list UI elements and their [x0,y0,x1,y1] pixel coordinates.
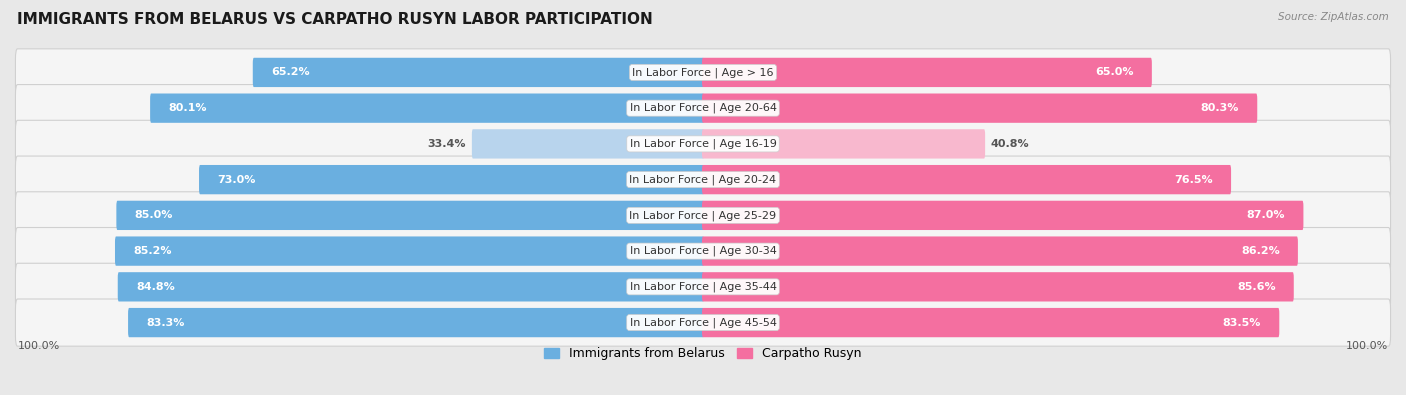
Text: IMMIGRANTS FROM BELARUS VS CARPATHO RUSYN LABOR PARTICIPATION: IMMIGRANTS FROM BELARUS VS CARPATHO RUSY… [17,12,652,27]
Text: 65.0%: 65.0% [1095,68,1133,77]
FancyBboxPatch shape [702,165,1232,194]
Text: 76.5%: 76.5% [1174,175,1213,184]
FancyBboxPatch shape [472,129,704,158]
FancyBboxPatch shape [117,201,704,230]
Text: In Labor Force | Age 25-29: In Labor Force | Age 25-29 [630,210,776,221]
FancyBboxPatch shape [15,85,1391,132]
Text: 85.2%: 85.2% [134,246,172,256]
FancyBboxPatch shape [702,308,1279,337]
Text: In Labor Force | Age 35-44: In Labor Force | Age 35-44 [630,282,776,292]
FancyBboxPatch shape [15,263,1391,310]
Text: In Labor Force | Age 20-24: In Labor Force | Age 20-24 [630,174,776,185]
Text: In Labor Force | Age 20-64: In Labor Force | Age 20-64 [630,103,776,113]
Text: 83.5%: 83.5% [1223,318,1261,327]
Text: 85.6%: 85.6% [1237,282,1275,292]
Text: In Labor Force | Age 16-19: In Labor Force | Age 16-19 [630,139,776,149]
FancyBboxPatch shape [15,156,1391,203]
FancyBboxPatch shape [118,272,704,301]
FancyBboxPatch shape [702,129,986,158]
Text: 86.2%: 86.2% [1241,246,1279,256]
Text: 83.3%: 83.3% [146,318,184,327]
FancyBboxPatch shape [702,272,1294,301]
FancyBboxPatch shape [15,120,1391,167]
Text: 85.0%: 85.0% [135,211,173,220]
FancyBboxPatch shape [702,201,1303,230]
FancyBboxPatch shape [15,192,1391,239]
FancyBboxPatch shape [253,58,704,87]
Text: Source: ZipAtlas.com: Source: ZipAtlas.com [1278,12,1389,22]
Text: In Labor Force | Age > 16: In Labor Force | Age > 16 [633,67,773,78]
Text: 33.4%: 33.4% [427,139,465,149]
FancyBboxPatch shape [702,237,1298,266]
FancyBboxPatch shape [15,299,1391,346]
Text: 80.1%: 80.1% [169,103,207,113]
Text: 100.0%: 100.0% [1347,341,1389,351]
Text: 73.0%: 73.0% [218,175,256,184]
Text: In Labor Force | Age 45-54: In Labor Force | Age 45-54 [630,317,776,328]
FancyBboxPatch shape [702,94,1257,123]
FancyBboxPatch shape [15,49,1391,96]
Text: 40.8%: 40.8% [991,139,1029,149]
FancyBboxPatch shape [128,308,704,337]
FancyBboxPatch shape [115,237,704,266]
FancyBboxPatch shape [200,165,704,194]
Legend: Immigrants from Belarus, Carpatho Rusyn: Immigrants from Belarus, Carpatho Rusyn [538,342,868,365]
FancyBboxPatch shape [702,58,1152,87]
Text: 80.3%: 80.3% [1201,103,1239,113]
Text: 65.2%: 65.2% [271,68,309,77]
Text: 100.0%: 100.0% [17,341,59,351]
Text: 84.8%: 84.8% [136,282,174,292]
Text: 87.0%: 87.0% [1247,211,1285,220]
FancyBboxPatch shape [15,228,1391,275]
FancyBboxPatch shape [150,94,704,123]
Text: In Labor Force | Age 30-34: In Labor Force | Age 30-34 [630,246,776,256]
